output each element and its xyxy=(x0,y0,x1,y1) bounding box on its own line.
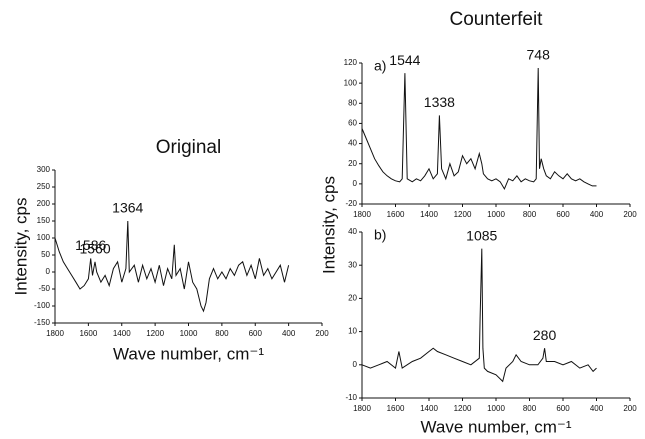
x-tick-label: 600 xyxy=(249,329,263,338)
x-tick-label: 200 xyxy=(315,329,329,338)
x-tick-label: 200 xyxy=(623,210,637,219)
y-tick-label: -100 xyxy=(34,301,51,310)
spectrum-line xyxy=(361,248,597,383)
y-tick-label: 120 xyxy=(344,58,358,67)
y-tick-label: 60 xyxy=(348,119,357,128)
y-tick-label: -20 xyxy=(345,199,357,208)
spectrum-line xyxy=(54,220,290,313)
x-tick-label: 400 xyxy=(282,329,296,338)
x-tick-label: 200 xyxy=(623,404,637,413)
x-tick-label: 1000 xyxy=(487,404,505,413)
peak-label: 748 xyxy=(527,47,551,63)
y-tick-label: -50 xyxy=(38,284,50,293)
peak-label: 1560 xyxy=(79,241,110,257)
y-tick-label: 0 xyxy=(353,360,358,369)
x-tick-label: 1400 xyxy=(420,210,438,219)
x-tick-label: 400 xyxy=(590,404,604,413)
y-tick-label: 50 xyxy=(41,250,50,259)
x-tick-label: 1200 xyxy=(454,210,472,219)
chart-title: Counterfeit xyxy=(450,9,544,30)
y-tick-label: 20 xyxy=(348,294,357,303)
y-tick-label: -10 xyxy=(345,393,357,402)
x-tick-label: 600 xyxy=(556,404,570,413)
y-tick-label: 40 xyxy=(348,227,357,236)
x-tick-label: 1400 xyxy=(113,329,131,338)
y-tick-label: 100 xyxy=(344,78,358,87)
y-tick-label: 40 xyxy=(348,139,357,148)
x-tick-label: 800 xyxy=(215,329,229,338)
x-axis-label: Wave number, cm⁻¹ xyxy=(421,417,572,436)
x-tick-label: 400 xyxy=(590,210,604,219)
peak-label: 1338 xyxy=(424,94,455,110)
y-axis-label: Intensity, cps xyxy=(11,198,30,296)
y-tick-label: 30 xyxy=(348,260,357,269)
peak-label: 1544 xyxy=(389,52,420,68)
x-tick-label: 1200 xyxy=(454,404,472,413)
chart-title: Original xyxy=(156,137,221,158)
x-tick-label: 1600 xyxy=(387,210,405,219)
panel-label: b) xyxy=(374,227,386,243)
x-tick-label: 1200 xyxy=(146,329,164,338)
x-tick-label: 1800 xyxy=(46,329,64,338)
y-tick-label: 80 xyxy=(348,98,357,107)
x-tick-label: 1600 xyxy=(79,329,97,338)
peak-label: 1085 xyxy=(466,227,497,243)
peak-label: 1364 xyxy=(112,200,143,216)
y-tick-label: -150 xyxy=(34,318,51,327)
x-tick-label: 1800 xyxy=(353,210,371,219)
x-tick-label: 1800 xyxy=(353,404,371,413)
y-axis-label: Intensity, cps xyxy=(319,176,338,274)
y-tick-label: 0 xyxy=(46,267,51,276)
panel-label: a) xyxy=(374,58,386,74)
y-tick-label: 150 xyxy=(37,216,51,225)
x-tick-label: 1000 xyxy=(487,210,505,219)
y-tick-label: 250 xyxy=(37,182,51,191)
x-tick-label: 1600 xyxy=(387,404,405,413)
x-tick-label: 600 xyxy=(556,210,570,219)
y-tick-label: 0 xyxy=(353,179,358,188)
y-tick-label: 10 xyxy=(348,327,357,336)
peak-label: 1586 xyxy=(75,237,106,253)
y-tick-label: 20 xyxy=(348,159,357,168)
y-tick-label: 200 xyxy=(37,199,51,208)
x-tick-label: 1400 xyxy=(420,404,438,413)
y-tick-label: 100 xyxy=(37,233,51,242)
peak-label: 280 xyxy=(533,327,557,343)
spectrum-line xyxy=(361,67,597,191)
x-axis-label: Wave number, cm⁻¹ xyxy=(113,344,264,363)
x-tick-label: 800 xyxy=(523,404,537,413)
x-tick-label: 1000 xyxy=(180,329,198,338)
x-tick-label: 800 xyxy=(523,210,537,219)
y-tick-label: 300 xyxy=(37,165,51,174)
